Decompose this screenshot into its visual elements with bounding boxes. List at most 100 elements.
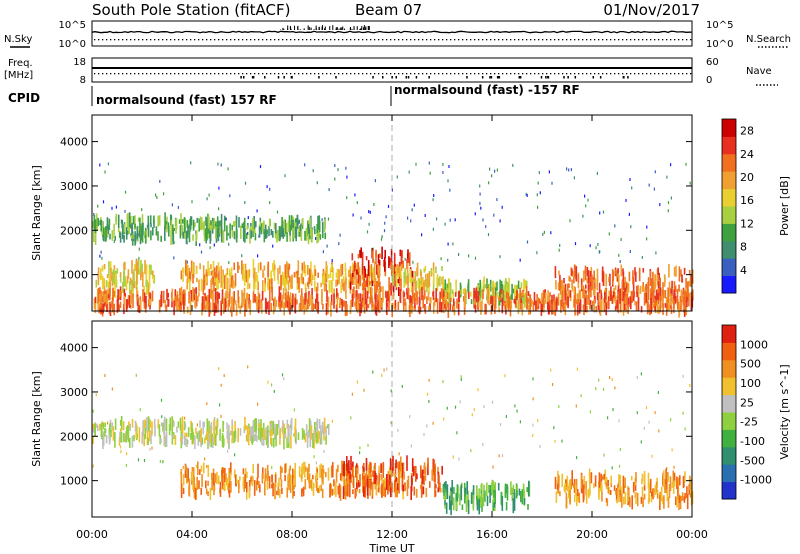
velocity-echo-mark bbox=[358, 475, 361, 483]
nsearch-point bbox=[206, 39, 208, 41]
velocity-echo-mark bbox=[203, 462, 205, 474]
velocity-echo-mark bbox=[613, 485, 616, 491]
velocity-echo-mark bbox=[252, 420, 255, 434]
power-echo-mark bbox=[501, 297, 504, 314]
velocity-scatter-mark bbox=[410, 444, 412, 448]
velocity-echo-mark bbox=[239, 476, 241, 481]
nave-point bbox=[174, 73, 176, 75]
velocity-echo-mark bbox=[341, 460, 343, 477]
power-echo-mark bbox=[188, 274, 190, 283]
velocity-echo-mark bbox=[511, 487, 514, 502]
velocity-echo-mark bbox=[237, 428, 239, 443]
nave-point bbox=[498, 73, 500, 75]
power-echo-mark bbox=[294, 298, 297, 314]
power-echo-mark bbox=[290, 298, 293, 307]
velocity-echo-mark bbox=[316, 472, 319, 479]
nsearch-point bbox=[274, 39, 276, 41]
velocity-echo-mark bbox=[302, 486, 305, 497]
power-echo-mark bbox=[134, 215, 136, 231]
power-echo-mark bbox=[143, 292, 146, 303]
power-echo-mark bbox=[103, 278, 105, 287]
velocity-echo-mark bbox=[636, 492, 639, 507]
power-echo-mark bbox=[483, 276, 485, 291]
power-echo-mark bbox=[153, 215, 155, 224]
power-echo-mark bbox=[250, 230, 252, 239]
power-echo-mark bbox=[321, 292, 323, 305]
power-echo-mark bbox=[685, 291, 688, 302]
velocity-colorbar-tick: -1000 bbox=[740, 474, 772, 487]
velocity-echo-mark bbox=[288, 480, 290, 491]
velocity-scatter-mark bbox=[426, 424, 428, 428]
power-scatter-mark bbox=[191, 200, 193, 204]
power-echo-mark bbox=[179, 225, 182, 239]
power-echo-mark bbox=[614, 296, 617, 304]
velocity-echo-mark bbox=[632, 481, 635, 493]
velocity-scatter-mark bbox=[607, 416, 609, 420]
velocity-echo-mark bbox=[665, 468, 667, 484]
power-ytick-label: 2000 bbox=[60, 224, 88, 237]
power-echo-mark bbox=[259, 221, 262, 227]
velocity-echo-mark bbox=[358, 480, 360, 488]
velocity-echo-mark bbox=[267, 425, 269, 433]
power-scatter-mark bbox=[322, 250, 324, 254]
power-echo-mark bbox=[396, 264, 399, 276]
power-echo-mark bbox=[224, 293, 227, 304]
velocity-echo-mark bbox=[193, 476, 195, 483]
power-echo-mark bbox=[542, 291, 545, 307]
nave-point bbox=[690, 73, 692, 75]
power-echo-mark bbox=[527, 291, 530, 296]
power-echo-mark bbox=[198, 218, 200, 232]
velocity-echo-mark bbox=[320, 468, 323, 478]
power-echo-mark bbox=[200, 278, 203, 292]
power-echo-mark bbox=[263, 231, 266, 243]
velocity-echo-mark bbox=[615, 488, 618, 502]
nsearch-point bbox=[226, 39, 228, 41]
power-echo-mark bbox=[117, 289, 119, 301]
power-echo-mark bbox=[127, 212, 129, 227]
nsearch-point bbox=[238, 39, 240, 41]
velocity-echo-mark bbox=[292, 483, 294, 499]
velocity-echo-mark bbox=[431, 469, 433, 481]
nave-point bbox=[422, 73, 424, 75]
nsearch-point bbox=[110, 39, 112, 41]
power-echo-mark bbox=[488, 300, 490, 306]
velocity-echo-mark bbox=[581, 479, 584, 493]
velocity-echo-mark bbox=[307, 467, 310, 483]
power-echo-mark bbox=[173, 300, 175, 316]
power-echo-mark bbox=[548, 305, 550, 315]
power-echo-mark bbox=[636, 285, 638, 294]
power-echo-mark bbox=[283, 274, 286, 289]
power-echo-mark bbox=[226, 268, 229, 276]
power-echo-mark bbox=[647, 289, 650, 300]
power-echo-mark bbox=[558, 270, 560, 276]
power-echo-mark bbox=[199, 263, 201, 270]
power-echo-mark bbox=[422, 281, 425, 291]
nave-point bbox=[342, 73, 344, 75]
power-scatter-mark bbox=[485, 225, 487, 229]
power-echo-mark bbox=[321, 273, 324, 285]
nave-point bbox=[670, 73, 672, 75]
power-echo-mark bbox=[507, 282, 510, 291]
velocity-echo-mark bbox=[294, 473, 296, 486]
velocity-echo-mark bbox=[355, 491, 357, 497]
power-echo-mark bbox=[563, 302, 565, 312]
power-echo-mark bbox=[408, 257, 410, 264]
velocity-echo-mark bbox=[321, 488, 324, 498]
nsearch-point bbox=[394, 39, 396, 41]
power-echo-mark bbox=[210, 270, 213, 276]
power-echo-mark bbox=[500, 294, 503, 300]
power-echo-mark bbox=[406, 288, 408, 295]
power-echo-mark bbox=[369, 281, 371, 286]
nsearch-point bbox=[350, 39, 352, 41]
power-echo-mark bbox=[150, 230, 152, 241]
power-echo-mark bbox=[201, 296, 204, 312]
velocity-echo-mark bbox=[424, 466, 427, 481]
power-scatter-mark bbox=[447, 242, 449, 246]
velocity-echo-mark bbox=[253, 436, 256, 441]
power-echo-mark bbox=[285, 223, 288, 234]
nave-point bbox=[186, 73, 188, 75]
power-echo-mark bbox=[304, 230, 306, 241]
power-echo-mark bbox=[175, 219, 177, 234]
power-echo-mark bbox=[402, 260, 404, 269]
velocity-echo-mark bbox=[598, 481, 600, 497]
